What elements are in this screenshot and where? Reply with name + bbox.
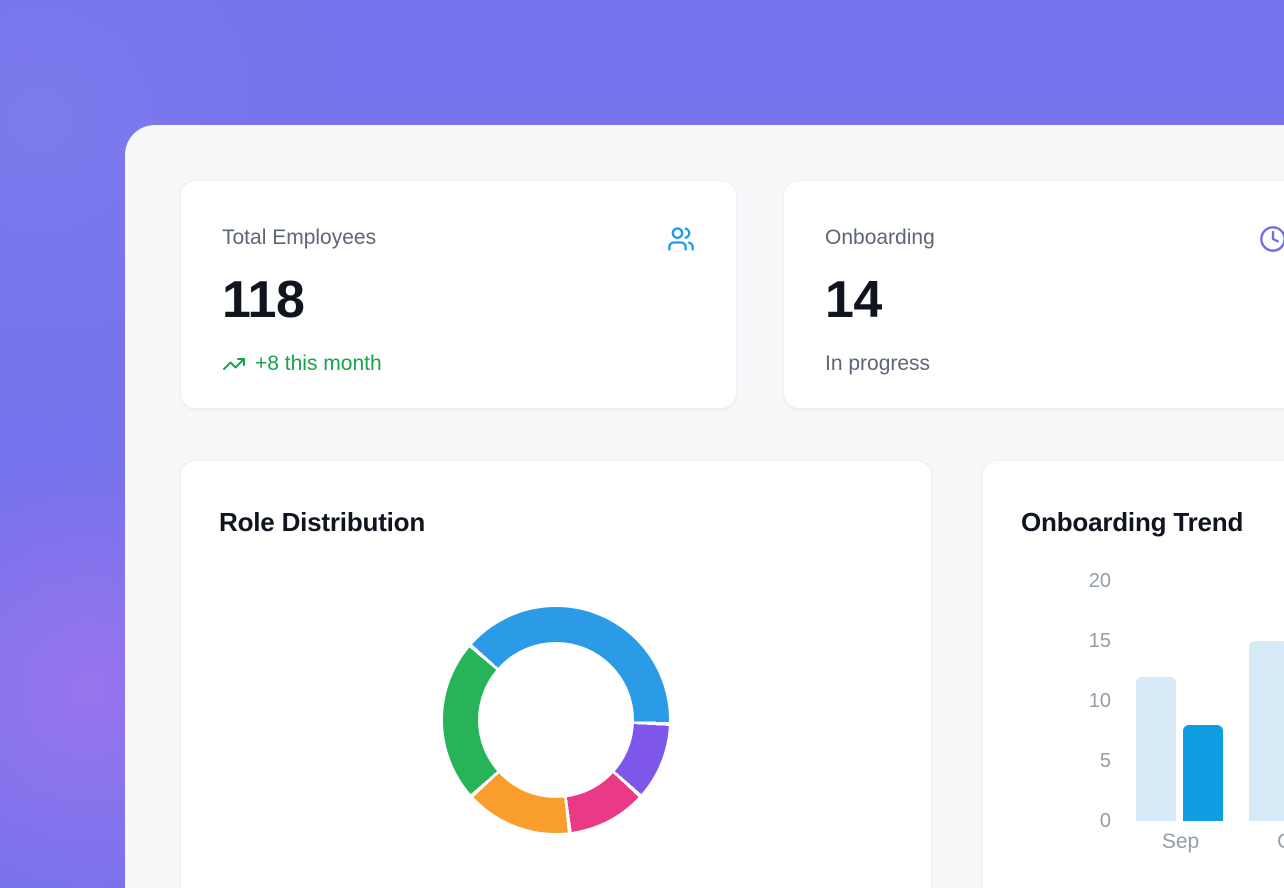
donut-hole bbox=[478, 642, 634, 798]
clock-icon bbox=[1259, 225, 1284, 253]
x-axis-label: Oct bbox=[1249, 829, 1284, 854]
y-tick-label: 20 bbox=[1088, 570, 1111, 592]
stat-label: Onboarding bbox=[825, 226, 935, 249]
onboarding-trend-card: Onboarding Trend 0 5 10 15 20 Sep Oct bbox=[982, 460, 1284, 888]
y-tick-label: 10 bbox=[1088, 690, 1111, 712]
users-icon bbox=[667, 225, 695, 253]
stat-delta-text: +8 this month bbox=[255, 352, 382, 375]
bar-sep-series1 bbox=[1136, 677, 1176, 821]
x-axis-label: Sep bbox=[1161, 830, 1200, 853]
stat-card-total-employees: Total Employees 118 +8 this month bbox=[180, 180, 737, 409]
stats-row: Total Employees 118 +8 this month bbox=[180, 180, 1284, 409]
y-tick-label: 5 bbox=[1099, 750, 1111, 772]
stat-delta: +8 this month bbox=[222, 352, 692, 376]
dashboard-panel: Total Employees 118 +8 this month bbox=[125, 125, 1284, 888]
stat-card-onboarding: Onboarding 14 In progress bbox=[783, 180, 1284, 409]
charts-row: Role Distribution Onboarding Trend 0 5 10 1… bbox=[180, 460, 1284, 888]
stat-value: 14 bbox=[825, 271, 882, 329]
trending-up-icon bbox=[222, 352, 246, 376]
chart-title: Role Distribution bbox=[219, 507, 426, 537]
y-tick-label: 0 bbox=[1099, 810, 1111, 832]
role-distribution-card: Role Distribution bbox=[180, 460, 932, 888]
y-tick-label: 15 bbox=[1088, 630, 1111, 652]
chart-title: Onboarding Trend bbox=[1021, 507, 1244, 537]
bar-sep-series2 bbox=[1183, 725, 1223, 821]
stat-value: 118 bbox=[222, 271, 305, 329]
stat-subtext: In progress bbox=[825, 352, 931, 375]
bar-chart: 0 5 10 15 20 Sep Oct bbox=[983, 461, 1284, 888]
donut-chart bbox=[443, 607, 669, 833]
bar-oct-series1 bbox=[1249, 641, 1284, 821]
stat-label: Total Employees bbox=[222, 226, 377, 249]
